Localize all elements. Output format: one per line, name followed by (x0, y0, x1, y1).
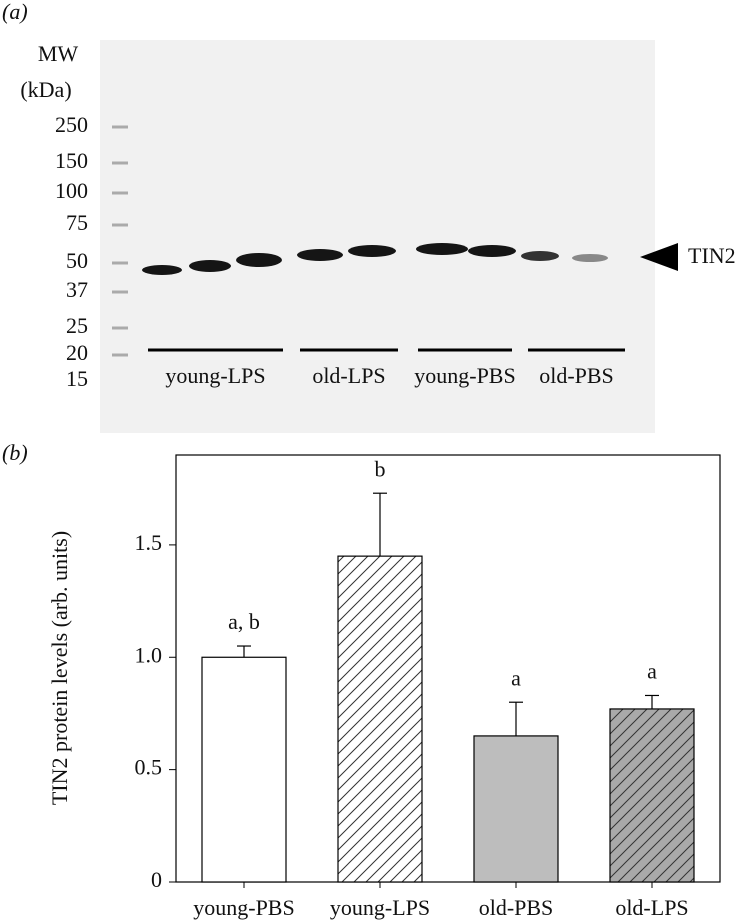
annotation: a (511, 665, 521, 690)
bands (142, 243, 608, 275)
band-label: TIN2 (688, 243, 736, 268)
group-label: young-LPS (165, 363, 265, 388)
ladder (112, 125, 128, 357)
bar (609, 708, 695, 883)
mw-marker: 25 (66, 313, 88, 338)
group-label: young-PBS (414, 363, 515, 388)
bar (473, 735, 559, 883)
x-tick-label: old-PBS (479, 895, 554, 920)
arrowhead (640, 243, 678, 271)
mw-unit: (kDa) (20, 77, 71, 102)
mw-marker: 50 (66, 248, 88, 273)
bar (337, 555, 423, 883)
annotation: a, b (228, 609, 260, 634)
y-tick-label: 0 (151, 867, 162, 892)
panel-label: (b) (2, 440, 28, 465)
y-axis-label: TIN2 protein levels (arb. units) (47, 531, 72, 805)
mw-marker: 150 (55, 148, 88, 173)
mw-marker: 20 (66, 340, 88, 365)
mw-marker: 250 (55, 112, 88, 137)
x-tick-label: old-LPS (615, 895, 688, 920)
annotation: b (375, 456, 386, 481)
y-tick-label: 1.5 (135, 530, 163, 555)
mw-marker: 75 (66, 210, 88, 235)
mw-title: MW (38, 41, 79, 66)
blot (100, 40, 655, 433)
y-tick-label: 1.0 (135, 642, 163, 667)
y-tick-label: 0.5 (135, 755, 163, 780)
group-label: old-LPS (312, 363, 385, 388)
plot-frame (175, 454, 721, 883)
x-tick-label: young-PBS (193, 895, 294, 920)
group-label: old-PBS (539, 363, 614, 388)
bar (201, 656, 287, 883)
panel-label: (a) (2, 0, 28, 24)
mw-marker: 37 (66, 277, 88, 302)
annotation: a (647, 659, 657, 684)
x-tick-label: young-LPS (330, 895, 430, 920)
mw-marker: 15 (66, 366, 88, 391)
mw-marker: 100 (55, 178, 88, 203)
plot: 0 0.5 1.0 1.5 a, b young-PBS b young-LPS a old-PB… (135, 456, 695, 920)
